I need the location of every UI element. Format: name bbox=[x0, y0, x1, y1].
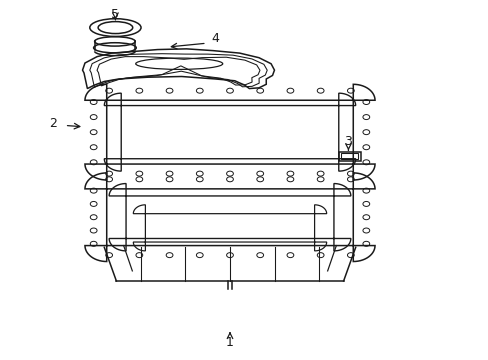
Text: 2: 2 bbox=[49, 117, 58, 130]
Text: 4: 4 bbox=[211, 32, 219, 45]
Text: 1: 1 bbox=[225, 336, 233, 349]
Text: 3: 3 bbox=[344, 135, 352, 148]
Text: 5: 5 bbox=[111, 8, 119, 21]
